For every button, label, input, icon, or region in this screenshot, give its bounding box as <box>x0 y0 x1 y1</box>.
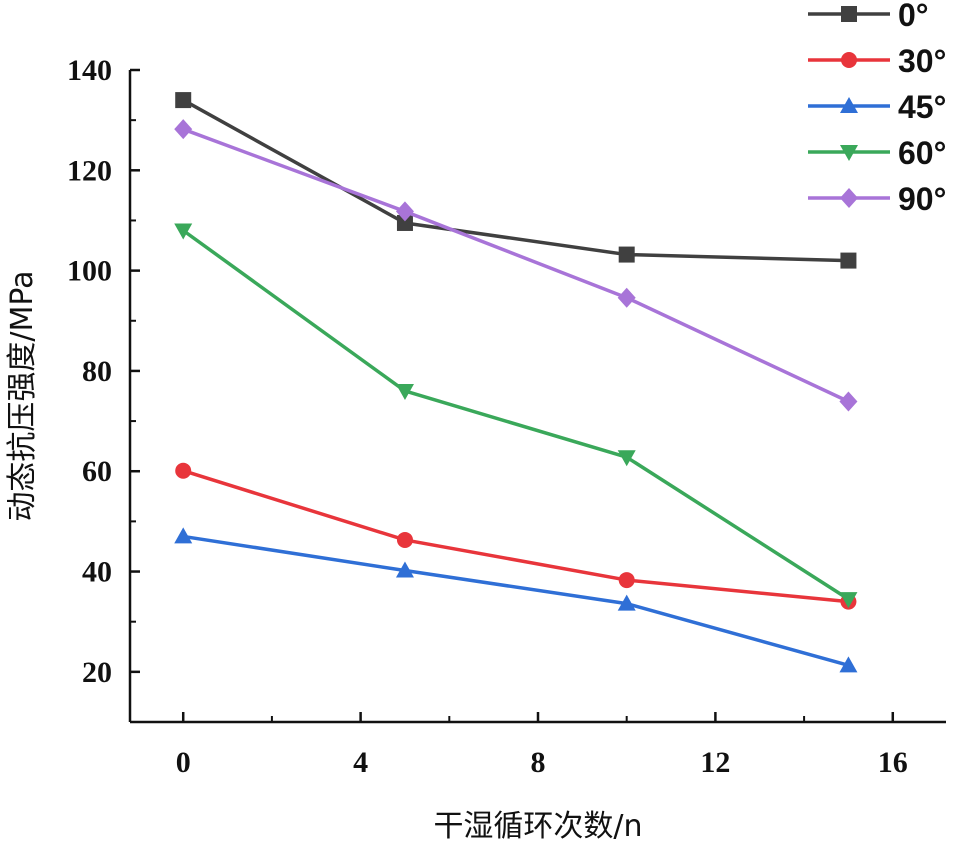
data-point <box>839 592 858 609</box>
x-tick-label: 4 <box>353 746 368 779</box>
series-line <box>182 229 850 601</box>
series-4 <box>174 119 858 412</box>
legend-label: 45° <box>898 89 946 125</box>
legend-label: 90° <box>898 181 946 217</box>
series-line <box>182 127 850 404</box>
series-2 <box>174 527 858 673</box>
data-point <box>395 201 414 222</box>
data-point <box>839 656 858 673</box>
data-point <box>617 287 636 308</box>
data-point <box>617 450 636 467</box>
legend-entry: 30° <box>808 43 946 79</box>
legend-entry: 60° <box>808 135 946 171</box>
series-line <box>182 469 849 604</box>
y-tick-label: 40 <box>82 556 112 589</box>
data-point <box>396 214 413 231</box>
y-tick-label: 100 <box>67 255 112 288</box>
legend-entry: 0° <box>808 0 929 33</box>
series-line <box>182 534 849 668</box>
legend-label: 30° <box>898 43 946 79</box>
y-tick-label: 120 <box>67 154 112 187</box>
legend-label: 0° <box>898 0 929 33</box>
legend-entry: 90° <box>808 181 946 217</box>
axes <box>128 70 946 724</box>
y-tick-label: 140 <box>67 54 112 87</box>
legend-label: 60° <box>898 135 946 171</box>
y-tick-label: 80 <box>82 355 112 388</box>
legend: 0° 30° 45° 60° 90° <box>808 0 946 217</box>
data-point <box>618 572 635 589</box>
legend-marker <box>840 97 858 113</box>
legend-entry: 45° <box>808 89 946 125</box>
data-point <box>396 531 413 548</box>
y-tick-label: 60 <box>82 455 112 488</box>
series-layer <box>174 92 858 673</box>
legend-marker <box>840 188 858 208</box>
x-tick-label: 0 <box>176 746 191 779</box>
x-ticks: 0 4 8 12 16 <box>176 712 908 779</box>
series-3 <box>174 223 858 609</box>
data-point <box>395 561 414 578</box>
data-point <box>617 594 636 611</box>
legend-marker <box>840 145 858 161</box>
y-tick-label: 20 <box>82 656 112 689</box>
data-point <box>618 246 635 263</box>
x-tick-label: 12 <box>700 746 730 779</box>
data-point <box>840 252 857 269</box>
y-ticks: 20 40 60 80 100 120 140 <box>67 54 140 689</box>
data-point <box>174 119 193 140</box>
data-point <box>174 527 193 544</box>
legend-marker <box>841 52 857 68</box>
x-tick-label: 8 <box>531 746 546 779</box>
data-point <box>174 223 193 240</box>
data-point <box>175 92 192 109</box>
legend-marker <box>841 6 857 22</box>
y-axis-title: 动态抗压强度/MPa <box>5 270 40 521</box>
data-point <box>395 383 414 400</box>
data-point <box>175 462 192 479</box>
series-0 <box>175 92 857 269</box>
data-point <box>839 391 858 412</box>
series-line <box>182 98 849 263</box>
x-axis-title: 干湿循环次数/n <box>433 809 642 844</box>
x-tick-label: 16 <box>878 746 908 779</box>
